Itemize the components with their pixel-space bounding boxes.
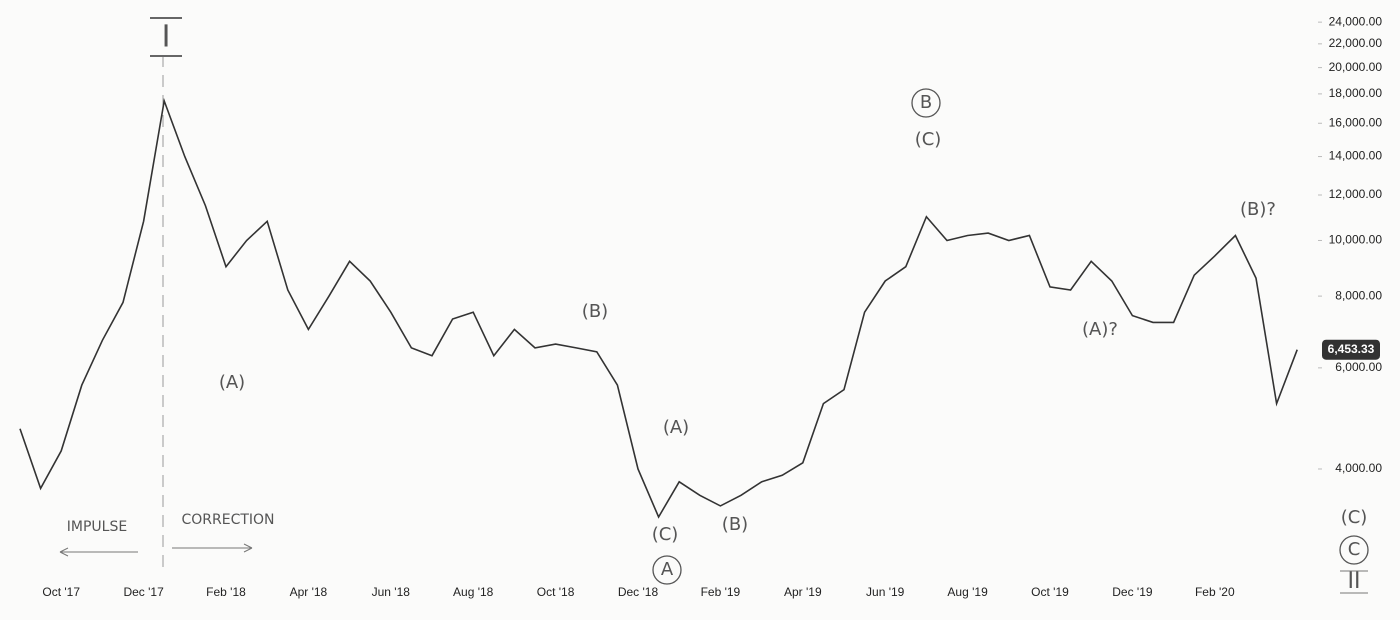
- x-tick-label: Jun '19: [866, 585, 905, 599]
- annotation: (B): [582, 301, 608, 322]
- x-tick-label: Feb '18: [206, 585, 246, 599]
- x-tick-label: Dec '17: [123, 585, 164, 599]
- roman-serif: [150, 17, 182, 57]
- y-tick-label: 12,000.00: [1329, 187, 1383, 201]
- annotation: I: [162, 20, 171, 55]
- x-tick-label: Aug '19: [947, 585, 988, 599]
- annotation-circle: [652, 555, 682, 585]
- x-tick-label: Jun '18: [372, 585, 411, 599]
- annotation: B: [920, 92, 932, 113]
- roman-serif: [1340, 570, 1368, 594]
- y-tick-label: 20,000.00: [1329, 60, 1383, 74]
- annotation: (A): [663, 417, 689, 438]
- y-tick-label: 8,000.00: [1335, 288, 1382, 302]
- annotation: (A)?: [1082, 319, 1118, 340]
- annotation: (C): [915, 129, 942, 150]
- annotation-circle: [911, 88, 941, 118]
- annotation: C: [1348, 539, 1361, 560]
- x-tick-label: Feb '19: [701, 585, 741, 599]
- annotation: CORRECTION: [181, 512, 274, 528]
- y-tick-label: 22,000.00: [1329, 36, 1383, 50]
- annotation: IMPULSE: [67, 519, 127, 535]
- annotation-circle: [1339, 535, 1369, 565]
- y-tick-label: 14,000.00: [1329, 149, 1383, 163]
- price-badge: [1322, 339, 1380, 360]
- y-tick-label: 16,000.00: [1329, 115, 1383, 129]
- x-tick-label: Oct '17: [42, 585, 80, 599]
- price-line: [19, 97, 1298, 519]
- x-tick-label: Oct '18: [537, 585, 575, 599]
- price-badge-label: 6,453.33: [1328, 342, 1375, 356]
- annotation: (B)?: [1240, 199, 1276, 220]
- x-tick-label: Apr '18: [290, 585, 328, 599]
- annotation: (A): [219, 372, 245, 393]
- annotation: (C): [652, 524, 679, 545]
- annotation: (C): [1341, 507, 1368, 528]
- annotation: II: [1348, 569, 1361, 594]
- x-tick-label: Apr '19: [784, 585, 822, 599]
- annotation: A: [661, 559, 674, 580]
- y-tick-label: 10,000.00: [1329, 233, 1383, 247]
- y-tick-label: 24,000.00: [1329, 14, 1383, 28]
- y-tick-label: 6,000.00: [1335, 360, 1382, 374]
- annotation: (B): [722, 514, 748, 535]
- arrows: [59, 543, 253, 557]
- x-tick-label: Dec '18: [618, 585, 659, 599]
- x-tick-label: Feb '20: [1195, 585, 1235, 599]
- x-tick-label: Oct '19: [1031, 585, 1069, 599]
- x-tick-label: Dec '19: [1112, 585, 1153, 599]
- x-tick-label: Aug '18: [453, 585, 494, 599]
- y-tick-label: 4,000.00: [1335, 461, 1382, 475]
- y-tick-label: 18,000.00: [1329, 86, 1383, 100]
